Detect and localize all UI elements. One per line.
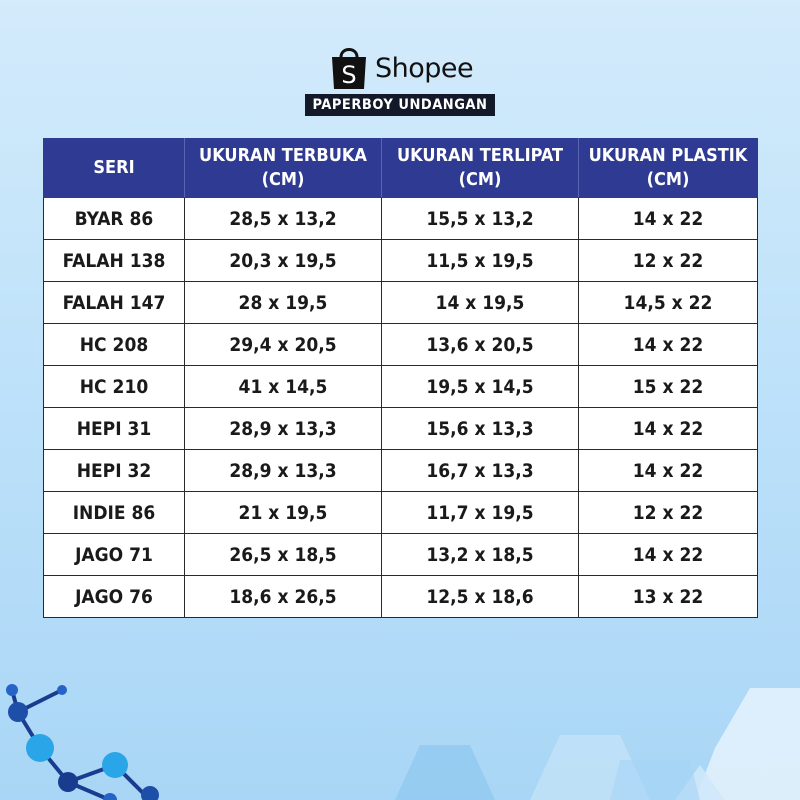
cell-ukuran-terbuka: 41 x 14,5 bbox=[184, 365, 382, 408]
cell-ukuran-terlipat: 11,5 x 19,5 bbox=[381, 239, 579, 282]
cell-ukuran-plastik: 14 x 22 bbox=[578, 197, 758, 240]
brand-name: Shopee bbox=[375, 52, 474, 84]
cell-ukuran-terlipat: 15,6 x 13,3 bbox=[381, 407, 579, 450]
cell-ukuran-plastik: 14 x 22 bbox=[578, 449, 758, 492]
cell-ukuran-terlipat: 19,5 x 14,5 bbox=[381, 365, 579, 408]
cell-ukuran-plastik: 14 x 22 bbox=[578, 407, 758, 450]
table-row: HEPI 32 28,9 x 13,3 16,7 x 13,3 14 x 22 bbox=[43, 449, 758, 492]
table-row: JAGO 71 26,5 x 18,5 13,2 x 18,5 14 x 22 bbox=[43, 533, 758, 576]
cell-ukuran-terlipat: 14 x 19,5 bbox=[381, 281, 579, 324]
cell-ukuran-terlipat: 15,5 x 13,2 bbox=[381, 197, 579, 240]
cell-ukuran-terlipat: 12,5 x 18,6 bbox=[381, 575, 579, 618]
table-row: JAGO 76 18,6 x 26,5 12,5 x 18,6 13 x 22 bbox=[43, 575, 758, 618]
table-body: BYAR 86 28,5 x 13,2 15,5 x 13,2 14 x 22 FALA… bbox=[43, 197, 758, 618]
table-row: FALAH 147 28 x 19,5 14 x 19,5 14,5 x 22 bbox=[43, 281, 758, 324]
hexagon-decoration bbox=[395, 688, 800, 800]
table-row: HC 210 41 x 14,5 19,5 x 14,5 15 x 22 bbox=[43, 365, 758, 408]
table-row: INDIE 86 21 x 19,5 11,7 x 19,5 12 x 22 bbox=[43, 491, 758, 534]
table-row: FALAH 138 20,3 x 19,5 11,5 x 19,5 12 x 22 bbox=[43, 239, 758, 282]
cell-seri: INDIE 86 bbox=[43, 491, 185, 534]
brand-header: S Shopee PAPERBOY UNDANGAN bbox=[0, 44, 800, 124]
brand-subtitle: PAPERBOY UNDANGAN bbox=[305, 94, 495, 116]
cell-ukuran-terlipat: 13,6 x 20,5 bbox=[381, 323, 579, 366]
cell-seri: HC 208 bbox=[43, 323, 185, 366]
cell-ukuran-plastik: 12 x 22 bbox=[578, 239, 758, 282]
cell-ukuran-terlipat: 16,7 x 13,3 bbox=[381, 449, 579, 492]
shopping-bag-icon: S bbox=[332, 48, 366, 89]
cell-seri: FALAH 147 bbox=[43, 281, 185, 324]
logo-letter: S bbox=[341, 61, 356, 89]
cell-seri: HEPI 32 bbox=[43, 449, 185, 492]
column-header-ukuran-plastik: UKURAN PLASTIK (CM) bbox=[578, 138, 758, 198]
table-header-row: SERI UKURAN TERBUKA (CM) UKURAN TERLIPAT (… bbox=[43, 138, 758, 198]
column-header-seri: SERI bbox=[43, 138, 185, 198]
cell-ukuran-plastik: 14 x 22 bbox=[578, 533, 758, 576]
molecule-nodes-decoration bbox=[6, 684, 159, 800]
cell-seri: HC 210 bbox=[43, 365, 185, 408]
table-row: HEPI 31 28,9 x 13,3 15,6 x 13,3 14 x 22 bbox=[43, 407, 758, 450]
cell-seri: BYAR 86 bbox=[43, 197, 185, 240]
cell-ukuran-terbuka: 29,4 x 20,5 bbox=[184, 323, 382, 366]
cell-ukuran-plastik: 15 x 22 bbox=[578, 365, 758, 408]
cell-ukuran-terbuka: 26,5 x 18,5 bbox=[184, 533, 382, 576]
cell-ukuran-terbuka: 28,9 x 13,3 bbox=[184, 449, 382, 492]
cell-seri: HEPI 31 bbox=[43, 407, 185, 450]
column-header-ukuran-terbuka: UKURAN TERBUKA (CM) bbox=[184, 138, 382, 198]
cell-ukuran-terbuka: 18,6 x 26,5 bbox=[184, 575, 382, 618]
cell-ukuran-plastik: 12 x 22 bbox=[578, 491, 758, 534]
size-table: SERI UKURAN TERBUKA (CM) UKURAN TERLIPAT (… bbox=[43, 138, 758, 618]
cell-ukuran-terbuka: 20,3 x 19,5 bbox=[184, 239, 382, 282]
cell-ukuran-plastik: 14,5 x 22 bbox=[578, 281, 758, 324]
cell-ukuran-terlipat: 11,7 x 19,5 bbox=[381, 491, 579, 534]
cell-ukuran-terbuka: 28,9 x 13,3 bbox=[184, 407, 382, 450]
cell-ukuran-terbuka: 28,5 x 13,2 bbox=[184, 197, 382, 240]
cell-ukuran-terbuka: 21 x 19,5 bbox=[184, 491, 382, 534]
cell-ukuran-plastik: 13 x 22 bbox=[578, 575, 758, 618]
table-row: BYAR 86 28,5 x 13,2 15,5 x 13,2 14 x 22 bbox=[43, 197, 758, 240]
cell-seri: JAGO 71 bbox=[43, 533, 185, 576]
column-header-ukuran-terlipat: UKURAN TERLIPAT (CM) bbox=[381, 138, 579, 198]
cell-seri: FALAH 138 bbox=[43, 239, 185, 282]
cell-ukuran-plastik: 14 x 22 bbox=[578, 323, 758, 366]
cell-seri: JAGO 76 bbox=[43, 575, 185, 618]
shopee-logo: S Shopee bbox=[329, 44, 474, 92]
cell-ukuran-terlipat: 13,2 x 18,5 bbox=[381, 533, 579, 576]
table-row: HC 208 29,4 x 20,5 13,6 x 20,5 14 x 22 bbox=[43, 323, 758, 366]
cell-ukuran-terbuka: 28 x 19,5 bbox=[184, 281, 382, 324]
